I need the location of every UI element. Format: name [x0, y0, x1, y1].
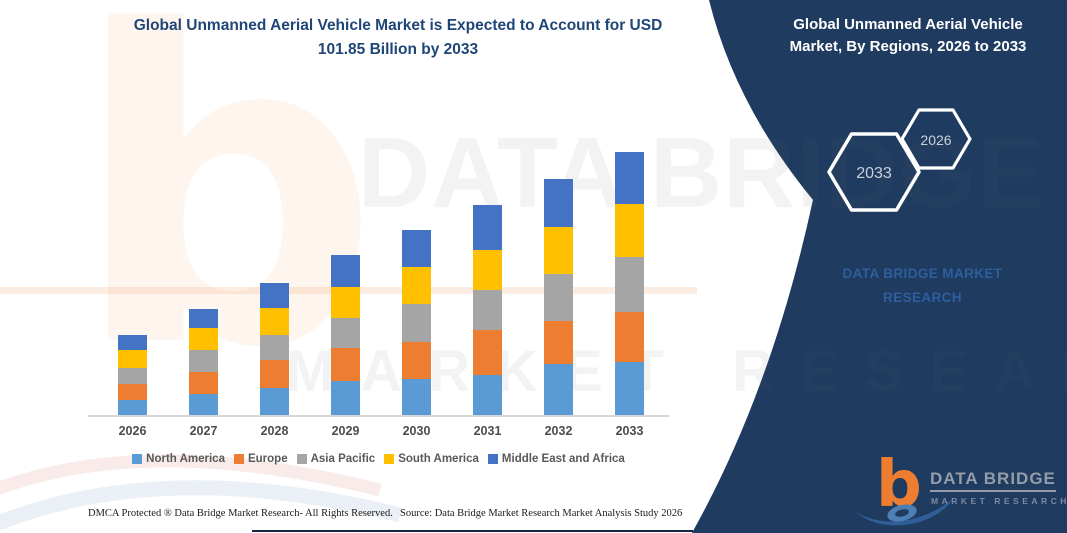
bar-segment-south-america-2027 — [189, 328, 218, 351]
panel-title-line2: Market, By Regions, 2026 to 2033 — [789, 38, 1027, 55]
bar-segment-north-america-2033 — [615, 362, 644, 415]
bar-segment-north-america-2027 — [189, 394, 218, 415]
bar-segment-asia-pacific-2032 — [544, 273, 573, 321]
x-axis-label-2033: 2033 — [615, 424, 644, 438]
chart-title: Global Unmanned Aerial Vehicle Market is… — [88, 14, 708, 62]
brand-text: DATA BRIDGE MARKET RESEARCH — [800, 262, 1045, 310]
bar-segment-south-america-2029 — [331, 287, 360, 318]
bar-segment-middle-east-and-africa-2033 — [615, 152, 644, 205]
bar-segment-asia-pacific-2027 — [189, 350, 218, 373]
legend-swatch-middle-east-and-africa — [487, 454, 498, 464]
bar-segment-asia-pacific-2031 — [473, 290, 502, 331]
brand-text-line1: DATA BRIDGE MARKET — [842, 266, 1003, 281]
x-axis-label-2032: 2032 — [544, 424, 573, 438]
bottom-border-line — [252, 530, 693, 532]
bar-segment-middle-east-and-africa-2026 — [118, 335, 147, 350]
bar-segment-asia-pacific-2029 — [331, 318, 360, 348]
legend-swatch-europe — [233, 454, 244, 464]
legend-item-north-america: North America — [132, 453, 225, 465]
panel-title-line1: Global Unmanned Aerial Vehicle — [793, 16, 1023, 33]
bar-segment-north-america-2031 — [473, 375, 502, 415]
legend-item-asia-pacific: Asia Pacific — [296, 453, 376, 465]
footer-source-text: Source: Data Bridge Market Research Mark… — [400, 508, 683, 519]
bar-segment-north-america-2026 — [118, 400, 147, 415]
legend-swatch-asia-pacific — [296, 454, 307, 464]
bar-segment-north-america-2028 — [260, 387, 289, 415]
bar-segment-middle-east-and-africa-2028 — [260, 282, 289, 308]
x-axis-label-2029: 2029 — [331, 424, 360, 438]
bar-segment-europe-2032 — [544, 320, 573, 364]
bar-segment-asia-pacific-2033 — [615, 257, 644, 313]
legend-item-europe: Europe — [233, 453, 288, 465]
bar-segment-middle-east-and-africa-2031 — [473, 205, 502, 251]
chart-title-line1: Global Unmanned Aerial Vehicle Market is… — [133, 17, 663, 34]
bar-segment-south-america-2033 — [615, 204, 644, 258]
brand-text-line2: RESEARCH — [883, 290, 962, 305]
bar-segment-europe-2030 — [402, 342, 431, 380]
bar-segment-north-america-2032 — [544, 363, 573, 415]
bar-segment-south-america-2030 — [402, 267, 431, 305]
bar-segment-middle-east-and-africa-2029 — [331, 255, 360, 288]
data-bridge-logo: b DATA BRIDGE MARKET RESEARCH — [850, 453, 1066, 527]
bar-segment-europe-2029 — [331, 347, 360, 381]
x-axis-label-2026: 2026 — [118, 424, 147, 438]
legend-swatch-south-america — [384, 454, 395, 464]
bar-segment-europe-2027 — [189, 372, 218, 395]
bar-segment-europe-2026 — [118, 384, 147, 401]
footer-dmca-text: DMCA Protected ® Data Bridge Market Rese… — [88, 508, 393, 519]
bar-segment-europe-2033 — [615, 312, 644, 363]
bar-segment-north-america-2030 — [402, 379, 431, 415]
x-axis-labels: 2026 2027 2028 2029 2030 2031 2032 2033 — [88, 424, 669, 442]
legend-label-middle-east-and-africa: Middle East and Africa — [501, 453, 625, 465]
bar-segment-asia-pacific-2026 — [118, 368, 147, 385]
bar-segment-europe-2028 — [260, 360, 289, 388]
logo-text-data-bridge: DATA BRIDGE — [930, 469, 1056, 492]
bar-segment-south-america-2032 — [544, 226, 573, 274]
bar-segment-south-america-2026 — [118, 350, 147, 369]
legend-label-south-america: South America — [398, 453, 479, 465]
chart-title-line2: 101.85 Billion by 2033 — [317, 41, 479, 58]
legend-swatch-north-america — [132, 454, 143, 464]
bar-segment-middle-east-and-africa-2030 — [402, 229, 431, 268]
bar-segment-south-america-2028 — [260, 307, 289, 336]
panel-title: Global Unmanned Aerial Vehicle Market, B… — [756, 14, 1060, 58]
bar-chart-plot — [88, 140, 669, 415]
x-axis-line — [88, 415, 669, 417]
bar-segment-asia-pacific-2030 — [402, 304, 431, 343]
bar-segment-north-america-2029 — [331, 380, 360, 415]
x-axis-label-2028: 2028 — [260, 424, 289, 438]
bar-segment-middle-east-and-africa-2032 — [544, 178, 573, 227]
legend-item-south-america: South America — [384, 453, 479, 465]
bar-segment-europe-2031 — [473, 330, 502, 376]
chart-legend: North America Europe Asia Pacific South Ame… — [80, 453, 677, 465]
legend-item-middle-east-and-africa: Middle East and Africa — [487, 453, 625, 465]
x-axis-label-2027: 2027 — [189, 424, 218, 438]
panel-shape-edge — [692, 0, 1067, 533]
legend-label-north-america: North America — [146, 453, 225, 465]
bar-segment-middle-east-and-africa-2027 — [189, 309, 218, 329]
x-axis-label-2030: 2030 — [402, 424, 431, 438]
bar-segment-south-america-2031 — [473, 250, 502, 291]
logo-text-market-research: MARKET RESEARCH — [931, 496, 1067, 506]
x-axis-label-2031: 2031 — [473, 424, 502, 438]
legend-label-europe: Europe — [247, 453, 288, 465]
logo-swoosh-icon — [856, 498, 954, 526]
legend-label-asia-pacific: Asia Pacific — [310, 453, 376, 465]
bar-segment-asia-pacific-2028 — [260, 335, 289, 361]
